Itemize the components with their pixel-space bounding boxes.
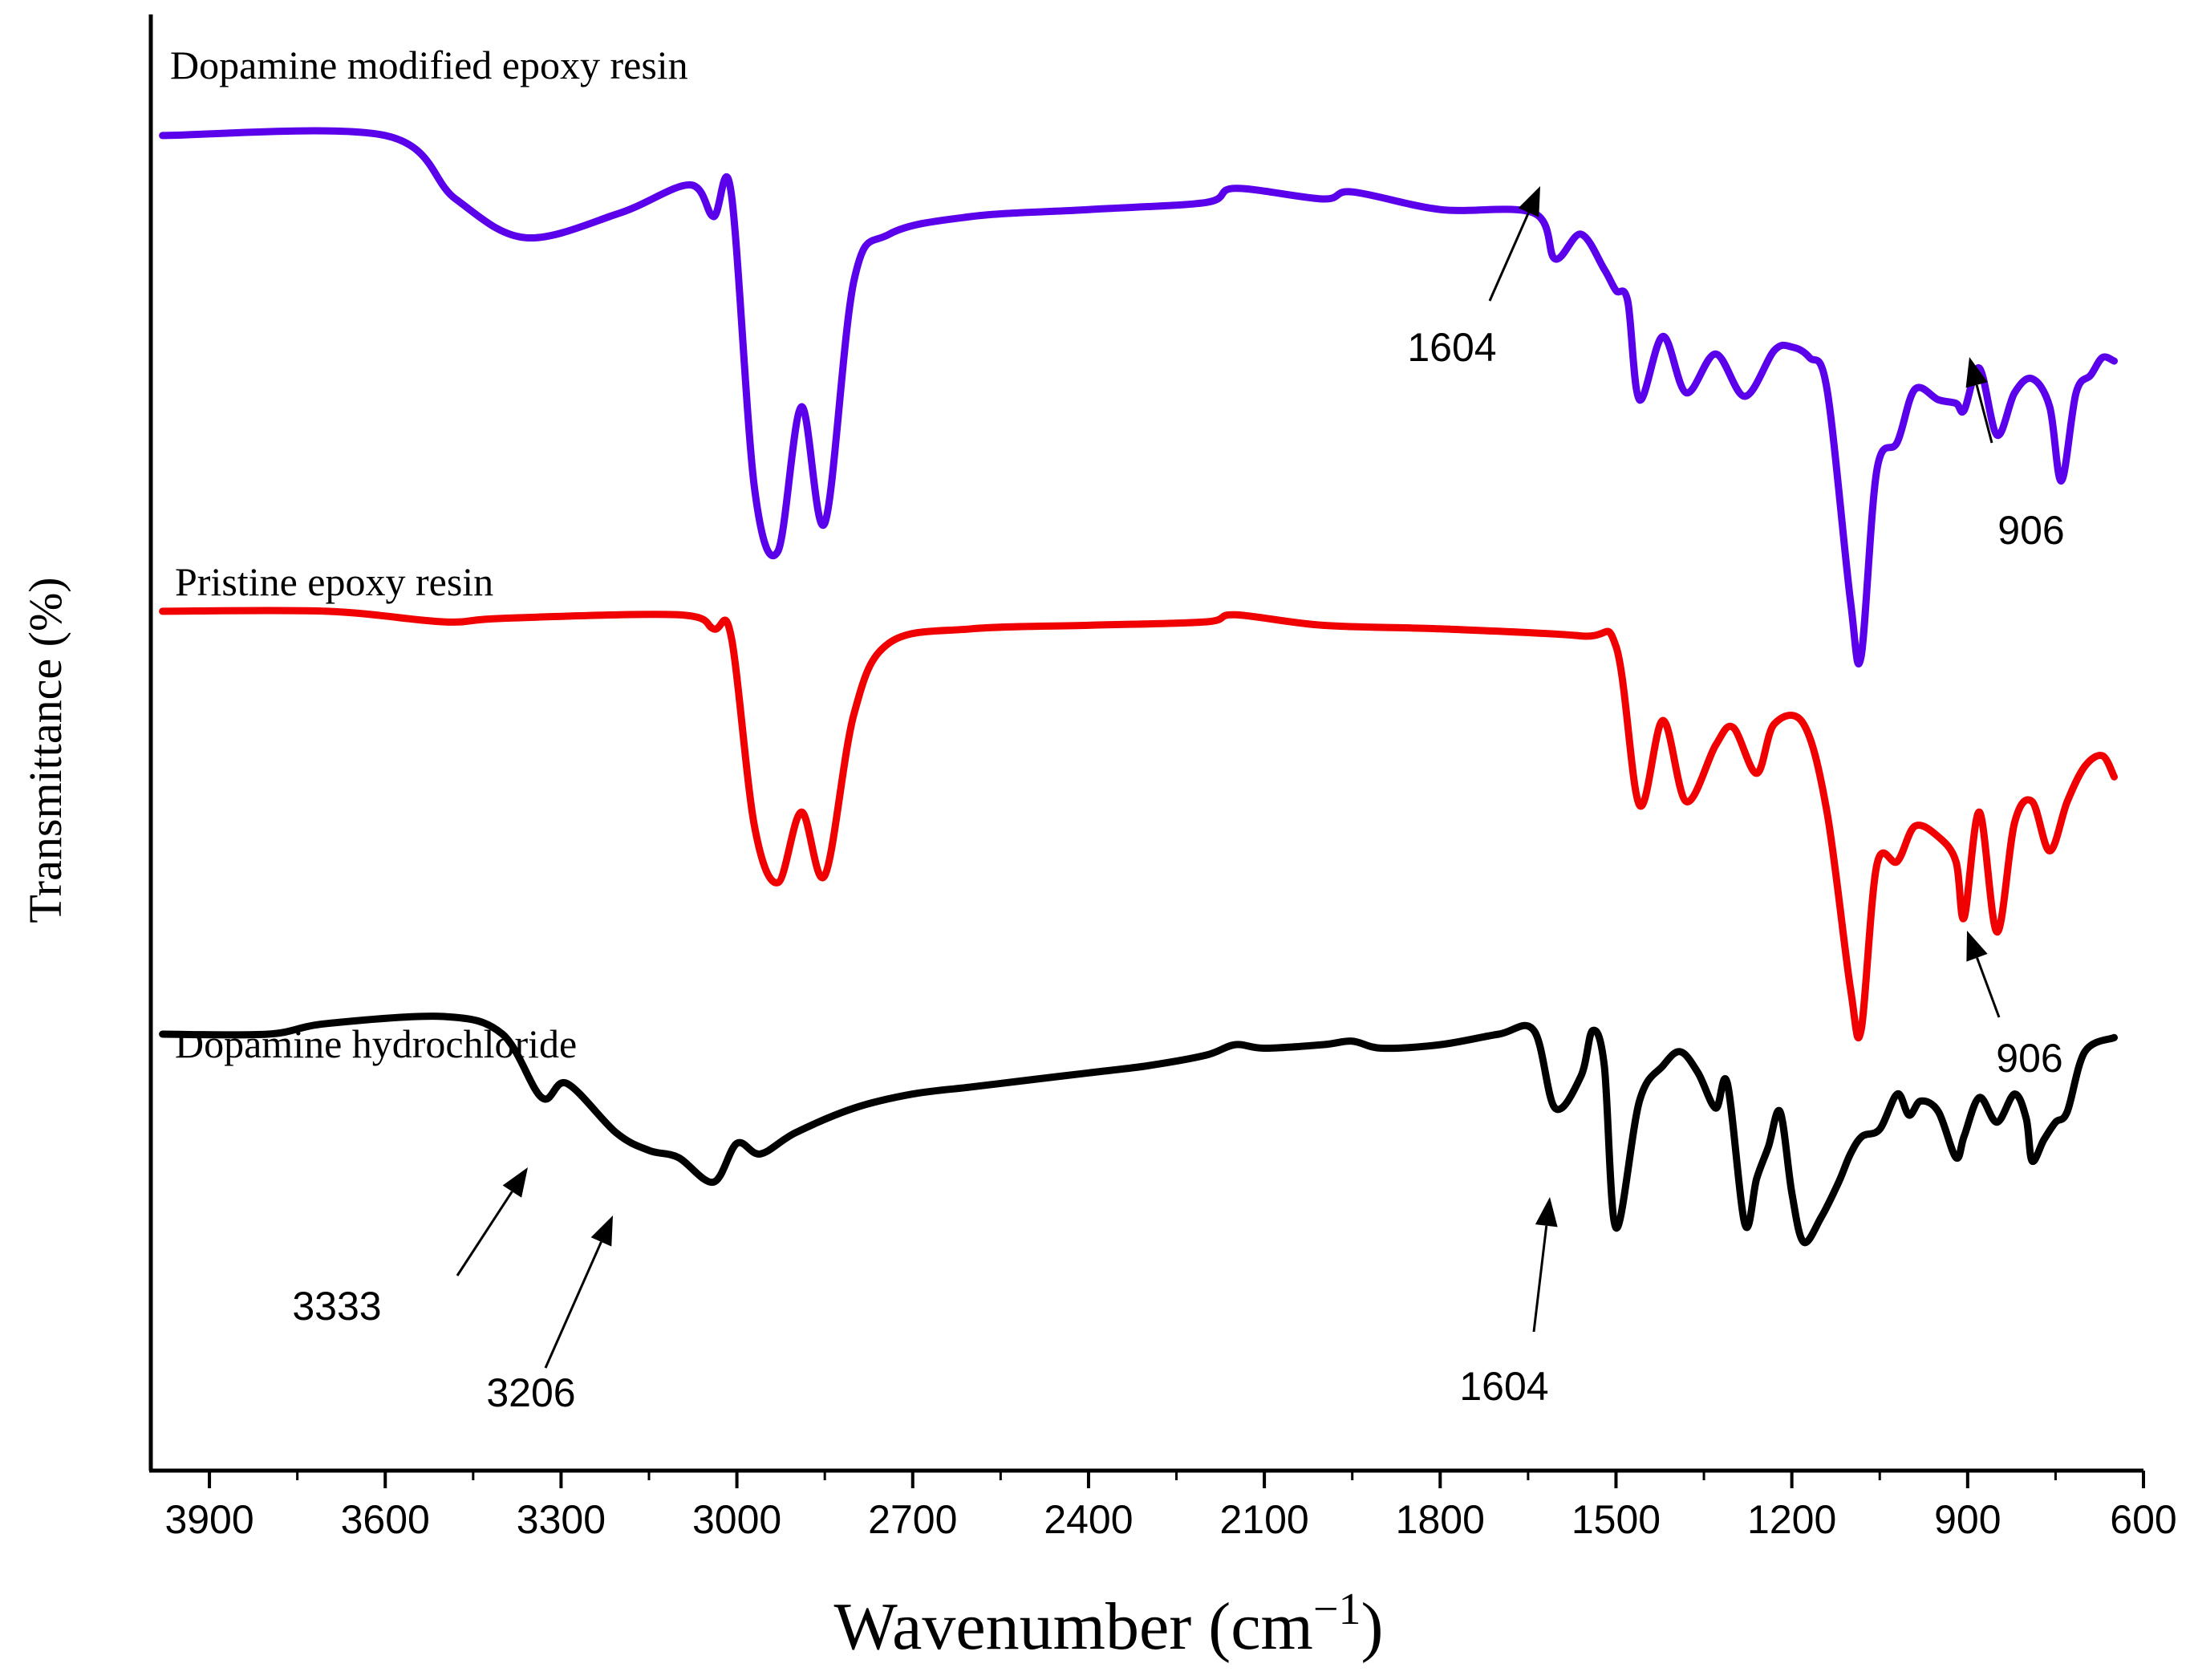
annotation-arrow <box>1965 357 1993 444</box>
x-ticks: 3900 3600 3300 3000 2700 2400 2100 1800 1500 1200… <box>164 1471 2177 1542</box>
series-label: Dopamine hydrochloride <box>175 1021 577 1066</box>
x-tick-label: 2100 <box>1220 1497 1309 1542</box>
series-layer: Dopamine modified epoxy resin Pristine ep… <box>159 43 2118 1247</box>
annotation-label: 3206 <box>486 1370 575 1415</box>
annotation-arrow <box>1966 931 2001 1018</box>
x-tick-label: 3600 <box>341 1497 430 1542</box>
x-tick-label: 2700 <box>868 1497 957 1542</box>
x-axis-label-main: Wavenumber (cm <box>834 1589 1313 1664</box>
x-tick-label: 3900 <box>164 1497 253 1542</box>
x-axis-label-sup: −1 <box>1313 1585 1361 1634</box>
x-tick-label: 3000 <box>692 1497 781 1542</box>
annotation-label: 3333 <box>292 1284 381 1329</box>
x-tick-label: 900 <box>1934 1497 2001 1542</box>
annotation-arrow <box>544 1215 613 1369</box>
x-axis-label-close: ) <box>1361 1589 1383 1664</box>
x-tick-label: 3300 <box>517 1497 606 1542</box>
series-label: Dopamine modified epoxy resin <box>170 43 688 87</box>
series-line <box>159 607 2118 1041</box>
annotation-label: 1604 <box>1459 1364 1548 1409</box>
series-line <box>159 1012 2118 1247</box>
x-tick-label: 1200 <box>1747 1497 1836 1542</box>
series-label: Pristine epoxy resin <box>175 559 493 604</box>
x-tick-label: 1500 <box>1572 1497 1661 1542</box>
y-axis-label: Transmittance (%) <box>19 577 71 923</box>
annotation-layer: 1604 906 906 3333 3206 1604 <box>292 186 2065 1415</box>
series-line <box>159 127 2118 668</box>
annotation-arrow <box>1488 186 1540 302</box>
x-tick-label: 600 <box>2110 1497 2176 1542</box>
x-tick-label: 2400 <box>1044 1497 1133 1542</box>
x-tick-label: 1800 <box>1396 1497 1485 1542</box>
annotation-label: 1604 <box>1407 325 1496 370</box>
x-axis-label: Wavenumber (cm−1) <box>834 1585 1384 1664</box>
annotation-arrow <box>456 1167 528 1276</box>
annotation-label: 906 <box>1997 508 2064 553</box>
annotation-arrow <box>1532 1197 1558 1333</box>
annotation-label: 906 <box>1996 1036 2062 1081</box>
